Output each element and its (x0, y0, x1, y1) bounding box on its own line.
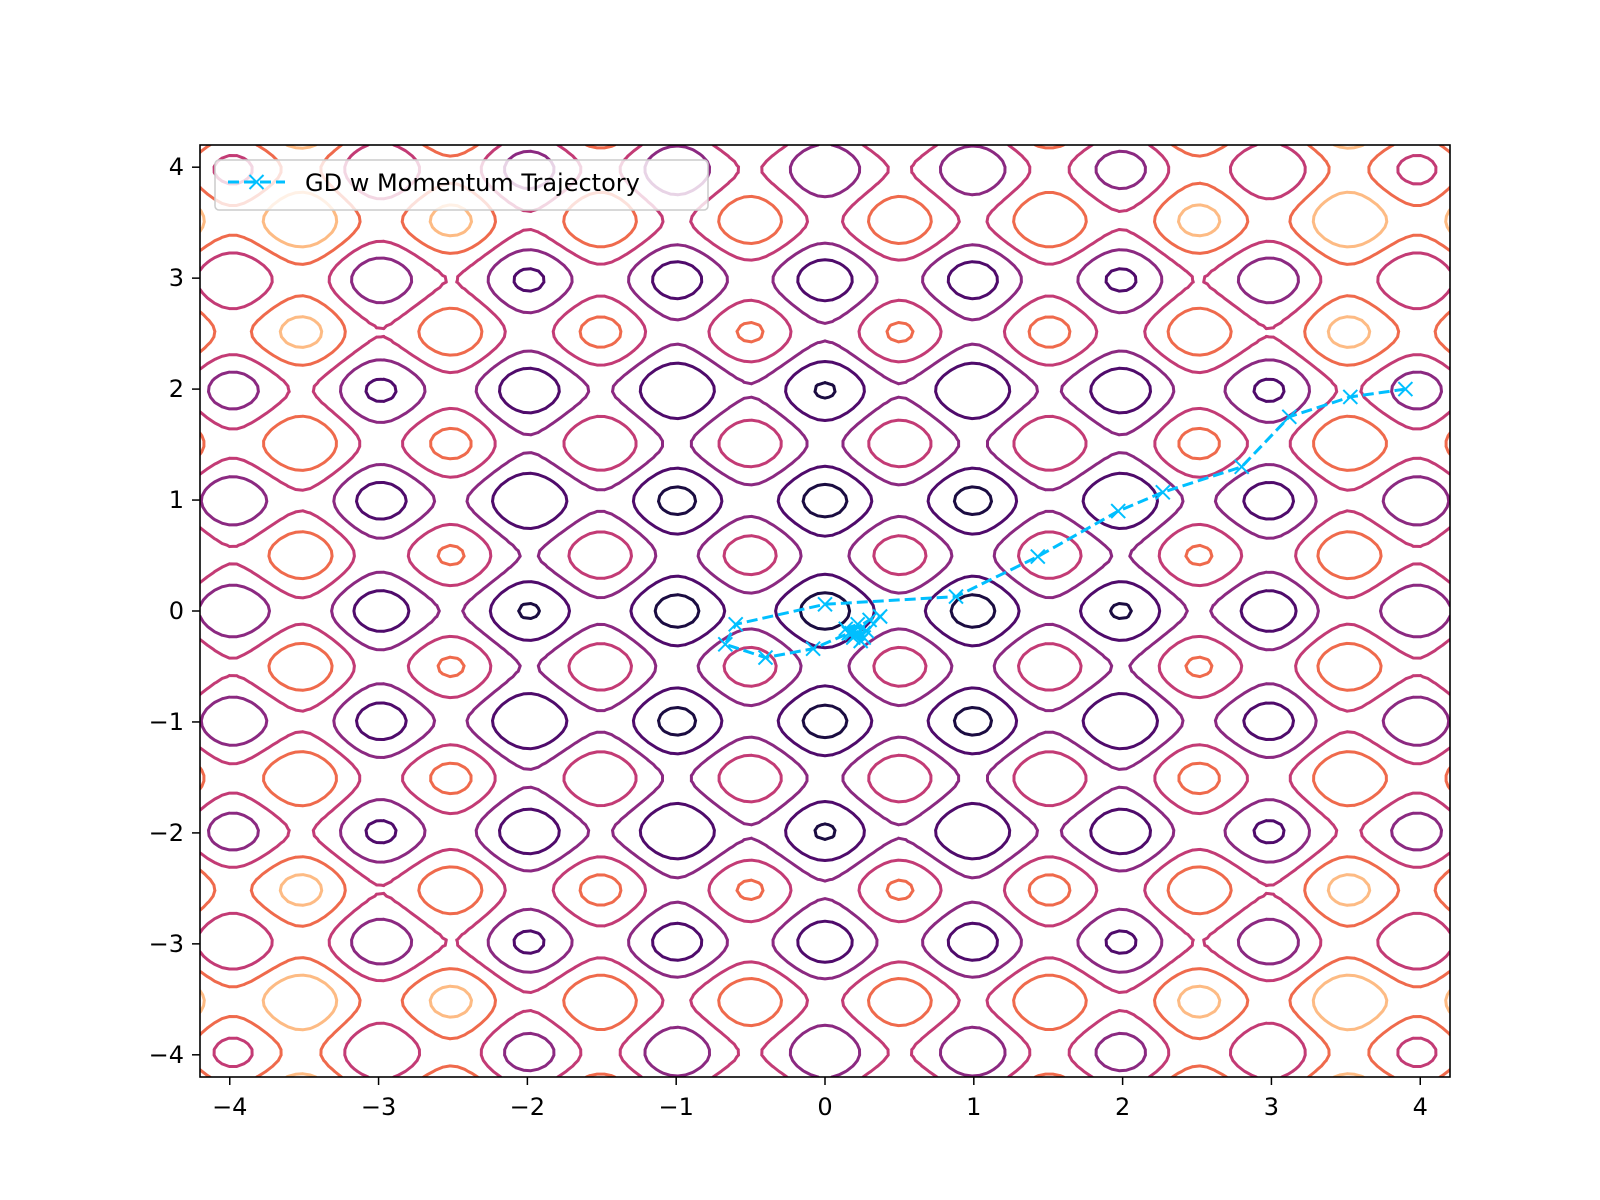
trajectory-point (1155, 484, 1171, 501)
x-tick-label: 3 (1264, 1093, 1279, 1121)
x-tick-label: 0 (817, 1093, 832, 1121)
x-axis: −4 −3 −2 −1 0 1 2 3 4 (212, 1077, 1428, 1121)
y-tick-label: 2 (169, 375, 184, 403)
y-tick-label: 3 (169, 264, 184, 292)
contour-level-5 (517, 381, 1133, 841)
x-tick-label: −3 (361, 1093, 396, 1121)
trajectory-point (717, 636, 734, 653)
trajectory-point (1110, 503, 1126, 519)
trajectory-point (1342, 389, 1359, 405)
y-tick-label: −1 (149, 708, 184, 736)
trajectory-point (757, 649, 774, 666)
legend: GD w Momentum Trajectory (214, 159, 709, 211)
trajectory-point (727, 616, 744, 633)
trajectory-point (848, 626, 865, 643)
y-tick-label: 0 (169, 597, 184, 625)
trajectory-point (1233, 459, 1250, 475)
legend-x-marker (248, 174, 265, 190)
x-tick-label: 1 (966, 1093, 981, 1121)
x-tick-label: −1 (658, 1093, 693, 1121)
x-tick-label: −2 (510, 1093, 545, 1121)
y-tick-label: −3 (149, 930, 184, 958)
contour-lines (200, 145, 1450, 1077)
trajectory-point (817, 596, 833, 613)
trajectory-point (1397, 381, 1414, 397)
trajectory-point (1281, 409, 1298, 425)
trajectory-point (1030, 548, 1046, 565)
contour-level-25 (200, 145, 1450, 1077)
contour-level-35 (200, 145, 1450, 1077)
trajectory-point (805, 640, 821, 657)
y-tick-label: 1 (169, 486, 184, 514)
trajectory-point (872, 608, 888, 625)
y-tick-label: 4 (169, 153, 184, 181)
y-tick-label: −4 (149, 1041, 184, 1069)
x-tick-label: −4 (212, 1093, 247, 1121)
legend-label: GD w Momentum Trajectory (305, 169, 640, 197)
x-tick-label: 2 (1115, 1093, 1130, 1121)
contour-level-15 (352, 258, 1298, 964)
y-axis: 4 3 2 1 0 −1 −2 −3 −4 (149, 153, 200, 1069)
trajectory-layer (717, 381, 1414, 666)
x-tick-label: 4 (1413, 1093, 1428, 1121)
trajectory-point (948, 588, 964, 605)
legend-box (214, 159, 709, 211)
y-tick-label: −2 (149, 819, 184, 847)
